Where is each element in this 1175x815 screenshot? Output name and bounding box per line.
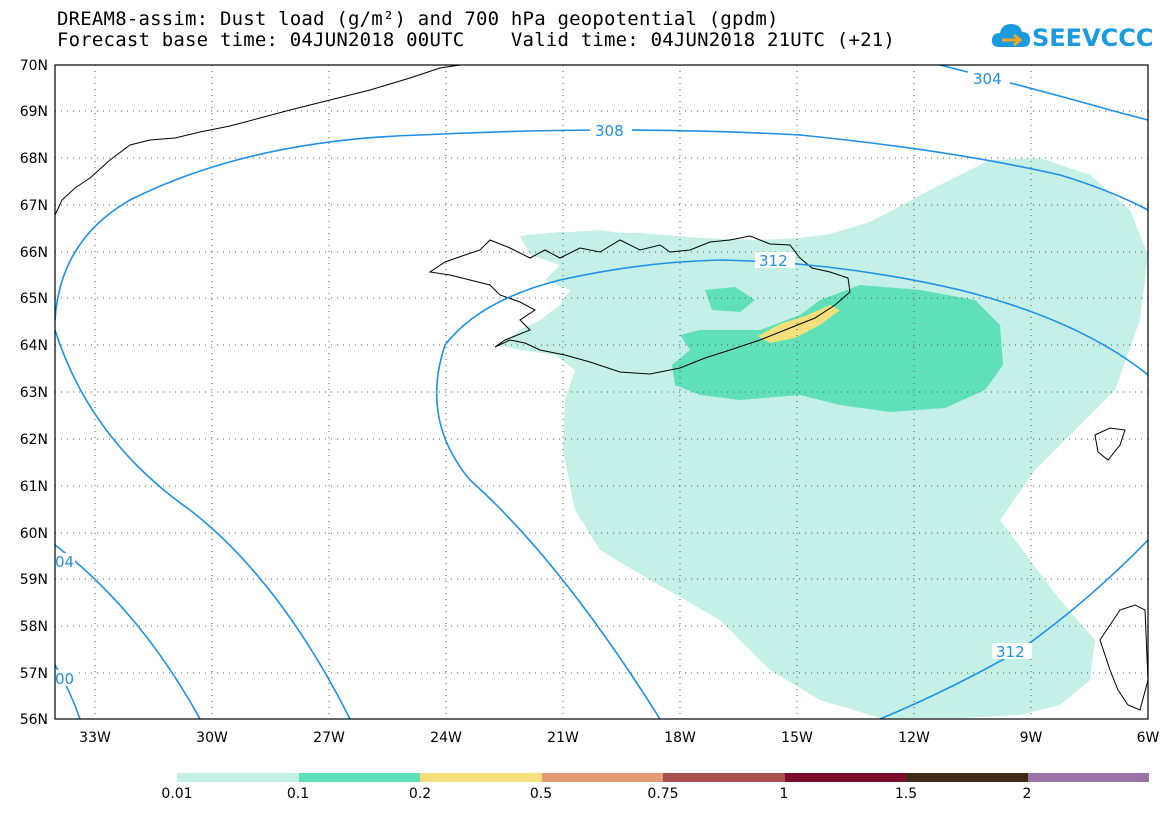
- seevccc-logo: SEEVCCC: [990, 19, 1160, 61]
- lat-label: 63N: [20, 385, 48, 401]
- lat-label: 60N: [20, 526, 48, 542]
- lon-label: 9W: [1020, 730, 1043, 746]
- colorbar-segment: [541, 773, 663, 782]
- greenland-coast: [54, 64, 461, 216]
- faroe-islands: [1094, 427, 1126, 461]
- dust-area-medium: [705, 287, 755, 312]
- lon-label: 33W: [79, 730, 111, 746]
- logo-text: SEEVCCC: [1032, 24, 1154, 52]
- colorbar-segment: [420, 773, 542, 782]
- contour-300-west: [54, 664, 81, 720]
- dust-area-medium-main: [672, 285, 1003, 412]
- colorbar-label: 1: [779, 786, 789, 802]
- lon-label: 21W: [547, 730, 579, 746]
- lon-label: 6W: [1137, 730, 1160, 746]
- colorbar-label: 0.01: [161, 786, 193, 802]
- colorbar: [177, 773, 1149, 782]
- lat-label: 62N: [20, 432, 48, 448]
- cloud-logo-icon: [991, 24, 1030, 47]
- lat-label: 65N: [20, 291, 48, 307]
- colorbar-label: 0.1: [286, 786, 310, 802]
- colorbar-segment: [177, 773, 299, 782]
- lat-label: 57N: [20, 666, 48, 682]
- scotland-coast: [1099, 604, 1149, 711]
- contour-304-west: [54, 544, 201, 720]
- lat-label: 66N: [20, 245, 48, 261]
- dust-area-light-north: [525, 230, 640, 252]
- colorbar-label: 0.2: [408, 786, 432, 802]
- lon-label: 24W: [430, 730, 462, 746]
- colorbar-segment: [663, 773, 785, 782]
- contour-308: [54, 129, 1149, 321]
- lon-label: 15W: [781, 730, 813, 746]
- lat-label: 69N: [20, 104, 48, 120]
- colorbar-segment: [298, 773, 420, 782]
- lon-label: 30W: [196, 730, 228, 746]
- lat-label: 67N: [20, 198, 48, 214]
- lon-axis: 33W 30W 27W 24W 21W 18W 15W 12W 9W 6W: [79, 730, 1159, 746]
- lon-label: 18W: [664, 730, 696, 746]
- colorbar-segment: [906, 773, 1028, 782]
- contour-label: 312: [996, 643, 1025, 661]
- contour-label: 312: [759, 252, 788, 270]
- lat-label: 58N: [20, 619, 48, 635]
- lat-label: 68N: [20, 151, 48, 167]
- contour-label: 304: [973, 70, 1002, 88]
- contour-label: 00: [55, 670, 74, 688]
- lat-label: 61N: [20, 479, 48, 495]
- forecast-times: Forecast base time: 04JUN2018 00UTC Vali…: [57, 29, 896, 51]
- lat-label: 70N: [20, 58, 48, 74]
- contour-label: 04: [55, 553, 74, 571]
- lat-label: 56N: [20, 712, 48, 728]
- graticule: [55, 65, 1148, 719]
- contour-inner: [54, 329, 351, 720]
- lon-label: 12W: [898, 730, 930, 746]
- colorbar-label: 1.5: [894, 786, 918, 802]
- colorbar-label: 0.5: [529, 786, 553, 802]
- lat-label: 64N: [20, 338, 48, 354]
- contour-labels: 304 308 312 312 04 00: [55, 70, 1032, 688]
- colorbar-label: 2: [1022, 786, 1032, 802]
- colorbar-segment: [1027, 773, 1149, 782]
- lat-axis: 70N 69N 68N 67N 66N 65N 64N 63N 62N 61N …: [20, 58, 48, 728]
- lon-label: 27W: [313, 730, 345, 746]
- contour-label: 308: [595, 122, 624, 140]
- contour-304: [939, 64, 1149, 121]
- lat-label: 59N: [20, 572, 48, 588]
- contour-312-north: [435, 259, 1149, 720]
- colorbar-segment: [784, 773, 906, 782]
- map-frame: [54, 64, 1149, 720]
- colorbar-label: 0.75: [647, 786, 679, 802]
- iceland-coast: [428, 235, 851, 375]
- map-title: DREAM8-assim: Dust load (g/m²) and 700 h…: [57, 8, 779, 30]
